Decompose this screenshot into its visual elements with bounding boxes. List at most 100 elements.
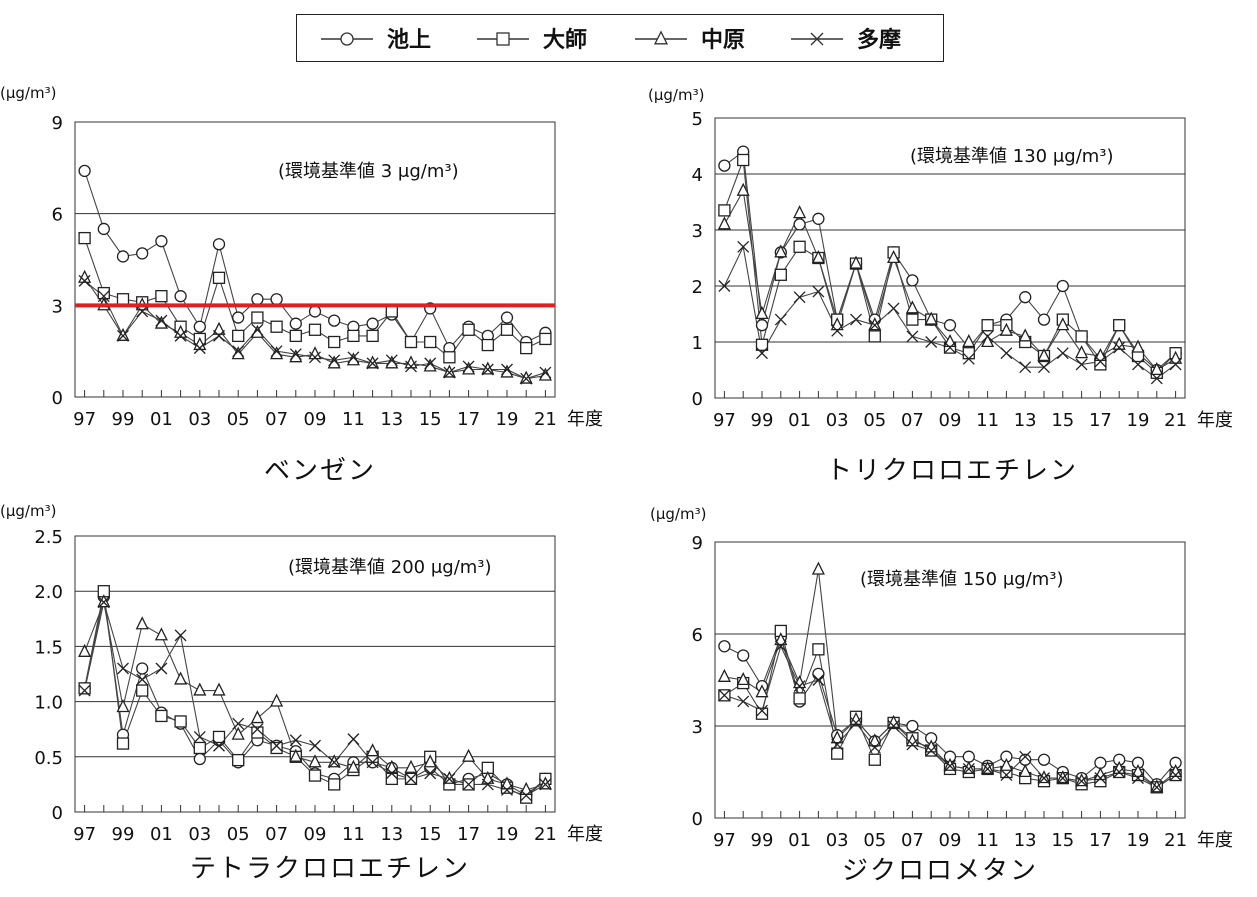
- data-point: [737, 240, 750, 253]
- standard-value-note: (環境基準値 150 μg/m³): [860, 569, 1064, 590]
- standard-value-note: (環境基準値 3 μg/m³): [278, 161, 459, 182]
- data-point-stroke: [944, 759, 956, 772]
- data-point-stroke: [174, 629, 187, 642]
- y-tick-label: 5: [692, 109, 703, 130]
- data-point: [385, 305, 398, 318]
- data-point: [327, 754, 341, 768]
- data-point: [1000, 769, 1013, 782]
- data-point: [1132, 358, 1144, 371]
- x-tick-label: 05: [863, 830, 886, 851]
- data-point: [1150, 361, 1164, 376]
- y-tick-label: 2.0: [34, 582, 63, 603]
- data-point-stroke: [962, 352, 975, 365]
- data-point-stroke: [193, 342, 206, 355]
- data-point: [812, 674, 825, 686]
- x-tick-label: 21: [534, 409, 557, 430]
- data-point-stroke: [155, 662, 168, 675]
- data-point: [250, 710, 264, 724]
- data-point: [289, 329, 302, 343]
- data-point: [136, 662, 149, 675]
- data-point: [519, 781, 533, 795]
- data-point: [812, 667, 825, 681]
- data-point-stroke: [850, 313, 862, 326]
- data-point: [718, 640, 731, 653]
- data-point: [774, 313, 787, 326]
- data-point: [385, 354, 398, 367]
- data-point: [270, 293, 283, 306]
- data-point: [424, 335, 437, 349]
- standard-value-note: (環境基準値 200 μg/m³): [288, 557, 492, 578]
- data-point: [850, 313, 862, 326]
- data-point: [97, 222, 110, 236]
- data-point: [962, 760, 976, 774]
- x-tick-label: 17: [457, 409, 480, 430]
- data-point: [251, 723, 264, 736]
- data-point: [1056, 279, 1069, 293]
- data-point: [270, 693, 284, 707]
- data-point: [462, 323, 475, 336]
- x-tick-label: 01: [788, 830, 811, 851]
- data-point: [887, 302, 900, 315]
- x-tick-label: 17: [1089, 410, 1112, 431]
- data-point-stroke: [193, 730, 206, 743]
- data-point-stroke: [737, 240, 750, 253]
- chart-dichloromethane: 0 3 6 9 97 99 01 03 05 07 09 11 13 15 17 19 21 年度 (μg/m³)(…: [640, 500, 1257, 851]
- data-point: [1094, 355, 1107, 368]
- chart-trichloroethylene: 0 1 2 3 4 5 97 99 01 03 05 07 09 11 13 15 17 19 21 年度 (μg/m³…: [640, 80, 1257, 440]
- series-markers-x: [718, 240, 1182, 385]
- data-point-stroke: [718, 280, 731, 292]
- data-point: [924, 739, 938, 753]
- data-point-stroke: [925, 336, 938, 348]
- data-point: [906, 738, 919, 751]
- data-point: [520, 341, 533, 355]
- x-tick-label: 05: [227, 824, 250, 845]
- data-point: [231, 726, 245, 740]
- y-tick-label: 1.5: [34, 637, 63, 658]
- series-markers-square: [78, 231, 552, 364]
- data-point: [193, 342, 206, 355]
- data-point: [520, 789, 533, 802]
- data-point-stroke: [981, 762, 994, 775]
- chart-caption-benzene: ベンゼン: [264, 456, 377, 486]
- data-point: [737, 649, 750, 662]
- data-point-stroke: [737, 695, 750, 708]
- data-point: [868, 319, 881, 332]
- x-tick-label: 09: [304, 409, 327, 430]
- data-point: [718, 204, 731, 217]
- y-tick-label: 1.0: [34, 693, 63, 714]
- data-point: [519, 370, 533, 384]
- data-point: [155, 235, 168, 248]
- data-point-stroke: [328, 354, 341, 367]
- data-point: [737, 153, 750, 167]
- data-point: [481, 361, 495, 375]
- data-point: [868, 741, 881, 754]
- data-point: [906, 330, 919, 343]
- data-point: [736, 182, 750, 196]
- data-point-stroke: [1056, 772, 1069, 785]
- data-point-stroke: [117, 329, 129, 342]
- data-point: [232, 329, 245, 343]
- x-tick-label: 03: [188, 824, 211, 845]
- data-point: [887, 714, 901, 728]
- data-point-stroke: [774, 640, 787, 653]
- data-point: [1093, 767, 1107, 781]
- data-point: [212, 682, 226, 696]
- data-point: [1093, 347, 1107, 362]
- x-tick-label: 03: [188, 409, 211, 430]
- data-point: [78, 643, 92, 657]
- data-point: [212, 321, 226, 335]
- data-point: [385, 759, 399, 773]
- legend-item-circle: 池上: [321, 28, 431, 53]
- data-point: [1169, 763, 1183, 778]
- data-point: [1019, 361, 1032, 374]
- data-point: [774, 268, 787, 281]
- data-point-stroke: [887, 720, 900, 732]
- data-point: [136, 673, 149, 686]
- data-point: [328, 354, 341, 367]
- chart-caption-trichloroethylene: トリクロロエチレン: [826, 456, 1079, 486]
- data-point: [136, 305, 149, 318]
- standard-value-note: (環境基準値 130 μg/m³): [910, 146, 1114, 167]
- data-point-stroke: [1000, 769, 1013, 782]
- square-marker-icon: [496, 32, 510, 46]
- data-point: [462, 361, 476, 375]
